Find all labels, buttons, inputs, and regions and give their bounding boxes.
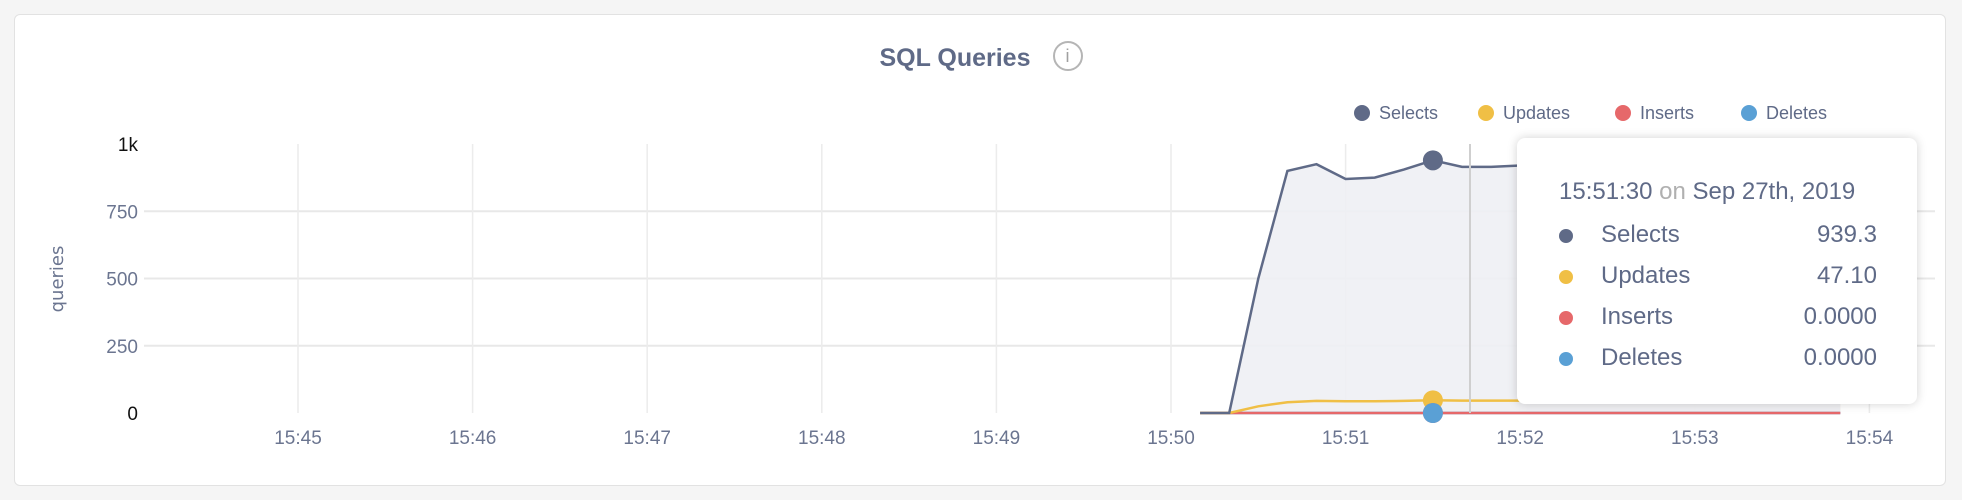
- x-tick-label: 15:51: [1322, 428, 1370, 449]
- tooltip-row: Selects 939.3: [1559, 221, 1877, 251]
- tooltip-date: Sep 27th, 2019: [1692, 178, 1856, 205]
- legend-item-inserts[interactable]: Inserts: [1640, 103, 1694, 123]
- x-tick-label: 15:49: [973, 428, 1021, 449]
- tooltip-series-name: Deletes: [1601, 344, 1683, 371]
- legend-item-updates[interactable]: Updates: [1503, 103, 1570, 123]
- x-tick-label: 15:52: [1496, 428, 1544, 449]
- series-dot-icon: [1559, 270, 1573, 284]
- series-dot-icon: [1559, 311, 1573, 325]
- y-tick-label: 750: [106, 202, 138, 223]
- tooltip-series-value: 0.0000: [1803, 344, 1877, 371]
- tooltip-series-name: Selects: [1601, 221, 1680, 248]
- hover-point-selects: [1422, 150, 1443, 171]
- legend-dot-deletes: [1741, 105, 1757, 121]
- chart-tooltip: 15:51:30 on Sep 27th, 2019 Selects 939.3 U…: [1517, 138, 1917, 404]
- tooltip-row: Updates 47.10: [1559, 262, 1877, 292]
- series-dot-icon: [1559, 352, 1573, 366]
- series-dot-icon: [1559, 229, 1573, 243]
- legend-item-deletes[interactable]: Deletes: [1766, 103, 1827, 123]
- tooltip-series-name: Inserts: [1601, 303, 1674, 330]
- y-tick-label: 1k: [118, 135, 139, 156]
- x-tick-label: 15:50: [1147, 428, 1195, 449]
- x-tick-label: 15:47: [623, 428, 671, 449]
- tooltip-series-name: Updates: [1601, 262, 1691, 289]
- legend-dot-updates: [1478, 105, 1494, 121]
- tooltip-on: on: [1659, 178, 1686, 205]
- legend-item-selects[interactable]: Selects: [1379, 103, 1438, 123]
- x-tick-label: 15:46: [449, 428, 497, 449]
- x-tick-label: 15:53: [1671, 428, 1719, 449]
- y-tick-label: 500: [106, 270, 138, 291]
- x-tick-label: 15:54: [1846, 428, 1894, 449]
- y-tick-label: 0: [127, 404, 138, 425]
- x-tick-label: 15:45: [274, 428, 322, 449]
- tooltip-row: Deletes 0.0000: [1559, 344, 1877, 374]
- y-axis-label: queries: [47, 246, 68, 313]
- chart-title: SQL Queries i: [0, 41, 1962, 74]
- tooltip-series-value: 939.3: [1816, 221, 1877, 248]
- y-tick-label: 250: [106, 337, 138, 358]
- chart-title-text: SQL Queries: [879, 44, 1031, 72]
- info-icon[interactable]: i: [1052, 41, 1083, 72]
- tooltip-series-value: 47.10: [1816, 262, 1877, 289]
- legend-dot-inserts: [1615, 105, 1631, 121]
- legend-dot-selects: [1354, 105, 1370, 121]
- tooltip-series-value: 0.0000: [1803, 303, 1877, 330]
- tooltip-row: Inserts 0.0000: [1559, 303, 1877, 333]
- hover-point-deletes: [1422, 403, 1443, 423]
- tooltip-header: 15:51:30 on Sep 27th, 2019: [1559, 178, 1855, 206]
- x-tick-label: 15:48: [798, 428, 846, 449]
- tooltip-time: 15:51:30: [1559, 178, 1653, 205]
